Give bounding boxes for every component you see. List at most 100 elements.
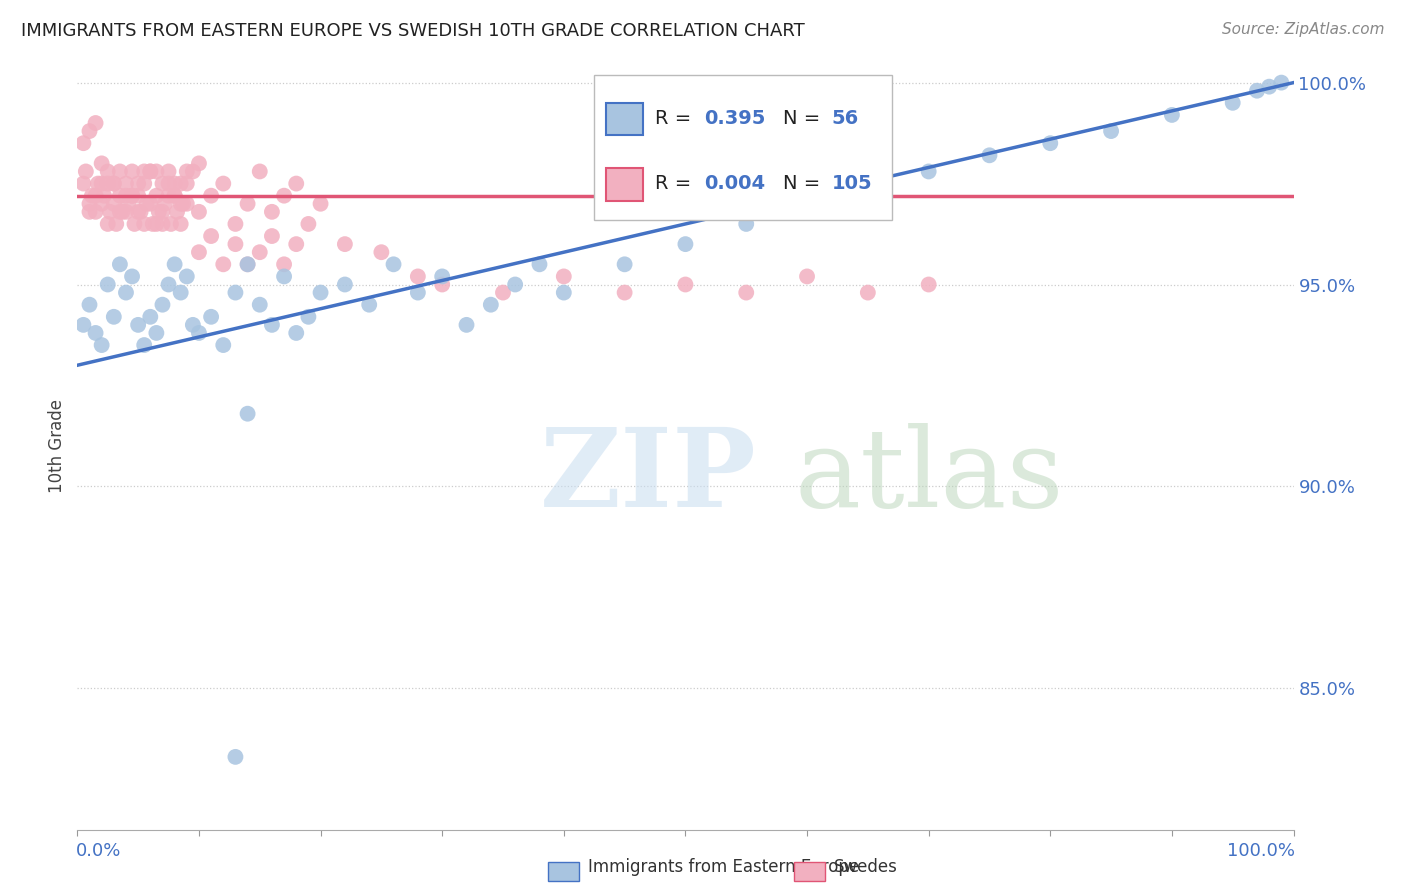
Point [1246,84,1268,98]
Point [97,177,120,191]
Point [224,237,246,252]
Point [249,245,271,260]
Point [152,177,174,191]
Point [406,285,429,300]
Point [153,196,176,211]
Point [121,188,143,202]
Point [613,257,636,271]
Point [108,188,131,202]
Point [553,269,575,284]
Point [224,285,246,300]
Point [273,257,295,271]
Point [108,204,131,219]
Point [163,177,186,191]
Point [918,277,941,292]
Point [735,217,758,231]
Point [212,257,235,271]
Point [1039,136,1062,151]
Point [139,196,162,211]
Point [224,217,246,231]
Point [260,229,283,244]
Point [200,310,222,324]
Point [613,285,636,300]
Point [166,204,188,219]
Point [115,188,138,202]
Point [188,204,211,219]
Text: 0.395: 0.395 [703,109,765,128]
Point [111,204,134,219]
Point [127,188,149,202]
Point [856,177,879,191]
Point [90,196,112,211]
Point [456,318,478,332]
Point [675,237,697,252]
Point [309,196,332,211]
Point [172,196,194,211]
Point [503,277,526,292]
Point [142,217,165,231]
Point [79,298,101,312]
Point [145,188,167,202]
Point [309,285,332,300]
Point [249,164,271,178]
Text: 56: 56 [831,109,859,128]
Point [1161,108,1184,122]
Point [170,285,193,300]
Point [97,217,120,231]
Point [188,326,211,340]
Point [108,164,131,178]
Point [529,257,551,271]
Point [90,156,112,170]
Point [90,177,112,191]
Point [163,188,186,202]
Point [796,269,818,284]
Point [127,204,149,219]
Point [224,750,246,764]
Point [80,188,103,202]
Point [72,136,94,151]
Point [176,269,198,284]
Point [79,204,101,219]
Point [273,188,295,202]
Point [127,318,149,332]
Point [152,204,174,219]
Point [200,188,222,202]
Point [735,285,758,300]
Point [285,177,308,191]
Point [200,229,222,244]
Point [129,204,152,219]
Point [181,164,204,178]
Point [236,407,259,421]
Point [430,277,453,292]
Point [134,164,156,178]
Text: atlas: atlas [794,423,1064,530]
Point [121,164,143,178]
Point [139,164,162,178]
Point [72,318,94,332]
Point [157,277,180,292]
Text: R =: R = [655,174,697,194]
Point [979,148,1001,162]
Point [297,310,319,324]
Point [139,164,162,178]
Point [1099,124,1122,138]
Point [333,237,356,252]
Point [103,196,125,211]
Point [359,298,381,312]
Point [121,269,143,284]
Point [333,277,356,292]
Point [152,298,174,312]
Point [84,326,107,340]
Point [675,277,697,292]
Point [1258,79,1281,94]
Y-axis label: 10th Grade: 10th Grade [48,399,66,493]
Point [370,245,392,260]
Point [856,285,879,300]
Text: Source: ZipAtlas.com: Source: ZipAtlas.com [1222,22,1385,37]
Text: Swedes: Swedes [834,858,897,876]
Point [176,196,198,211]
Point [103,177,125,191]
Point [273,269,295,284]
Point [115,204,138,219]
Point [127,177,149,191]
